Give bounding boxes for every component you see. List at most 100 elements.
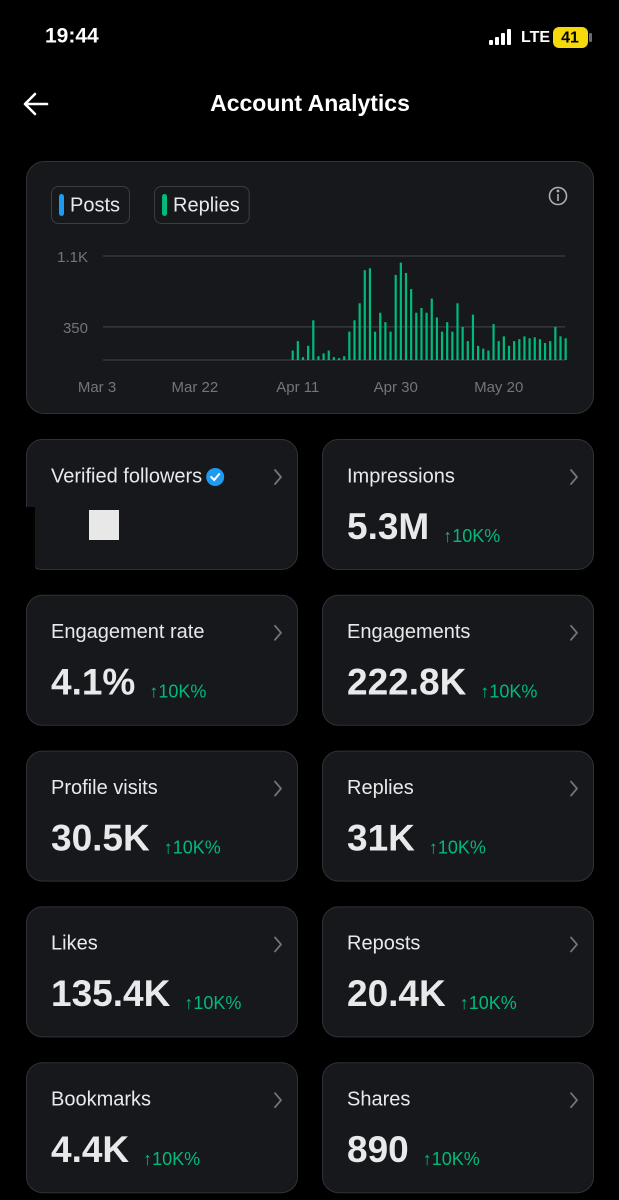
y-tick-label: 350 [63, 320, 88, 337]
bar [440, 331, 444, 360]
bar [415, 312, 418, 360]
redaction-left [25, 507, 35, 571]
stat-card[interactable]: Profile visits 30.5K ↑10K% [26, 750, 298, 882]
legend-item[interactable]: Posts [51, 186, 131, 224]
bar [410, 289, 413, 360]
bar [487, 350, 490, 360]
chevron [570, 469, 578, 485]
card-title: Engagement rate [51, 621, 204, 643]
card-change: ↑10K% [149, 682, 206, 702]
bar [384, 322, 387, 360]
bar [492, 324, 495, 360]
verified-check [210, 473, 221, 482]
bar [456, 303, 459, 360]
bar [343, 356, 346, 360]
card-background [322, 1062, 594, 1194]
card-title: Shares [347, 1088, 410, 1110]
bar [296, 341, 299, 360]
chevron [274, 1092, 282, 1109]
chevron [570, 780, 578, 797]
bar [363, 270, 366, 360]
legend-label: Replies [173, 194, 240, 216]
x-tick-label: Mar 3 [78, 379, 116, 396]
bar [332, 357, 335, 360]
bar [554, 326, 557, 360]
card-value: 4.1% [51, 662, 135, 703]
bar [518, 339, 521, 360]
chevron [274, 780, 282, 797]
chevron [274, 469, 282, 485]
card-change: ↑10K% [184, 993, 241, 1013]
bar [471, 314, 475, 360]
stat-card[interactable]: Likes 135.4K ↑10K% [26, 906, 298, 1038]
card-change: ↑10K% [443, 526, 500, 546]
card-change: ↑10K% [143, 1149, 200, 1169]
stat-card[interactable]: Bookmarks 4.4K ↑10K% [26, 1062, 298, 1194]
bar [322, 353, 325, 360]
card-title: Verified followers [51, 465, 202, 487]
info-icon[interactable] [548, 186, 568, 206]
bar [327, 350, 330, 360]
stat-card[interactable]: Engagement rate 4.1% ↑10K% [26, 594, 298, 726]
bar [291, 350, 294, 360]
card-change: ↑10K% [429, 837, 486, 857]
chevron [274, 624, 282, 641]
card-value: 135.4K [51, 973, 171, 1014]
legend-box [154, 186, 250, 224]
legend-box [51, 186, 131, 224]
battery-tip [589, 33, 592, 42]
bar [312, 320, 315, 360]
card-background [322, 750, 594, 882]
bar [368, 268, 372, 360]
bar [543, 342, 547, 360]
bar [477, 345, 480, 360]
bar [538, 339, 541, 360]
stat-card[interactable]: Impressions 5.3M ↑10K% [322, 439, 594, 570]
bar [307, 345, 310, 360]
card-value: 222.8K [347, 662, 467, 703]
back-button[interactable] [23, 92, 49, 116]
x-tick-label: Apr 11 [276, 379, 319, 396]
stat-card[interactable]: Reposts 20.4K ↑10K% [322, 906, 594, 1038]
stat-card[interactable]: Replies 31K ↑10K% [322, 750, 594, 882]
card-title: Bookmarks [51, 1088, 151, 1110]
x-tick-label: Mar 22 [172, 379, 219, 396]
stat-card[interactable]: Verified followers [25, 439, 298, 572]
card-value: 5.3M [347, 506, 429, 547]
legend-label: Posts [70, 194, 120, 216]
bar [404, 273, 408, 360]
card-background [26, 750, 298, 882]
card-value: 4.4K [51, 1129, 129, 1170]
bar [317, 356, 320, 360]
battery-icon [553, 27, 588, 48]
legend-swatch [59, 194, 64, 216]
stat-card[interactable]: Engagements 222.8K ↑10K% [322, 594, 594, 726]
bar [466, 341, 469, 360]
bar [461, 326, 464, 360]
card-background [26, 906, 298, 1038]
card-value: 20.4K [347, 973, 446, 1014]
legend-item[interactable]: Replies [154, 186, 250, 224]
bar [399, 262, 402, 360]
card-background [322, 439, 594, 570]
x-tick-label: May 20 [474, 379, 523, 396]
chevron [274, 936, 282, 953]
bar [389, 331, 392, 360]
bar [301, 357, 305, 360]
bar [353, 320, 356, 360]
bar [559, 336, 562, 360]
bar [502, 336, 505, 360]
chevron [570, 624, 578, 641]
chevron [570, 1092, 578, 1109]
bar [337, 358, 341, 360]
card-background [26, 439, 298, 570]
card-title: Likes [51, 933, 98, 955]
card-value: 30.5K [51, 817, 150, 858]
chart: Posts Replies 350 1.1K Mar 3 Mar 22 Apr 11 Apr … [51, 186, 567, 396]
bar [523, 336, 526, 360]
chevron [570, 936, 578, 953]
bar [420, 308, 423, 360]
stat-card[interactable]: Shares 890 ↑10K% [322, 1062, 594, 1194]
